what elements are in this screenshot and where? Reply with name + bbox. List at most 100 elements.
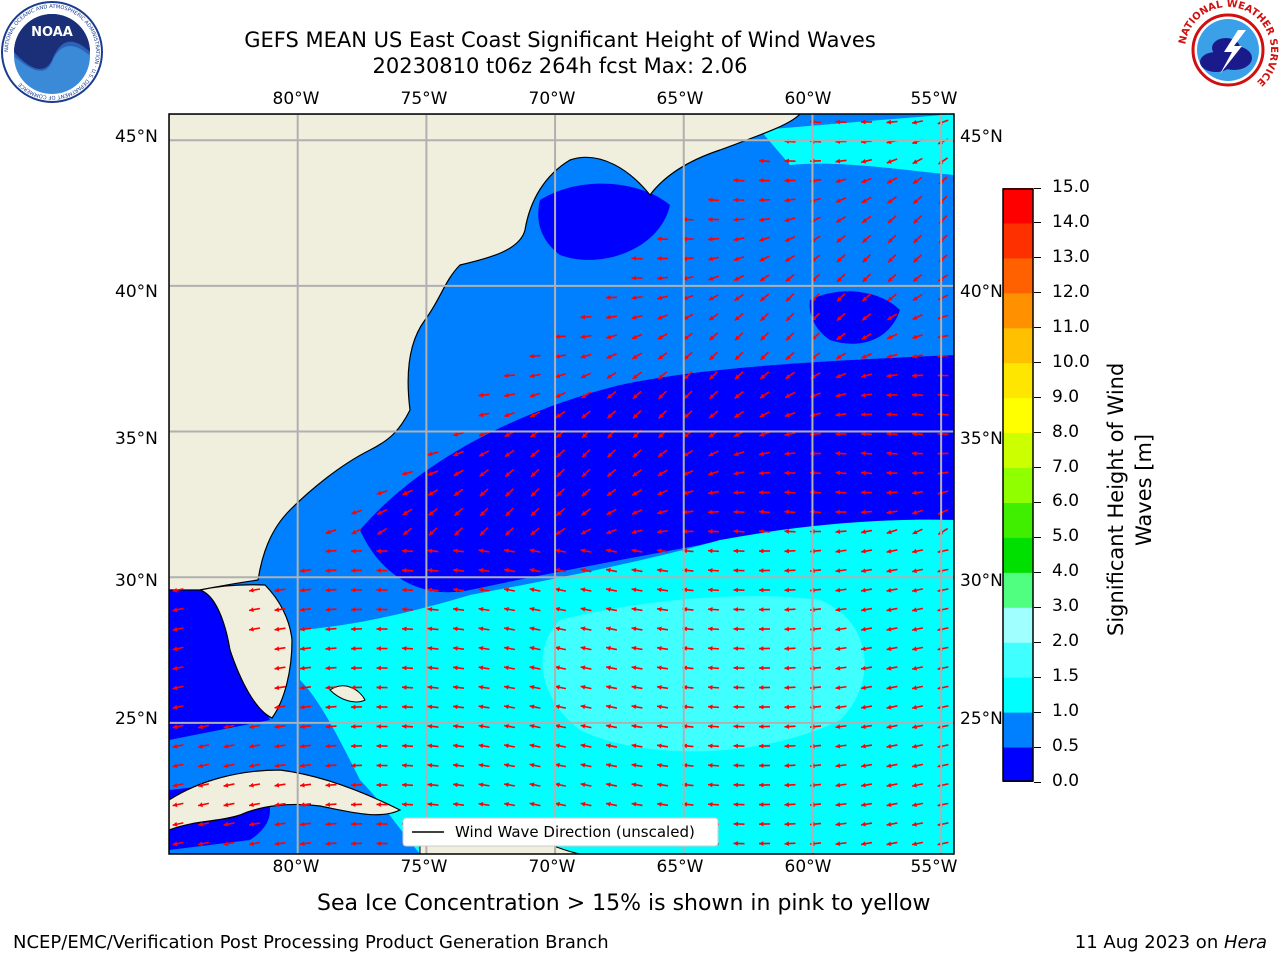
- wave-arrow: [707, 256, 720, 262]
- lat-label-left-35n: 35°N: [115, 429, 158, 449]
- colorbar-tick-mark: [1034, 676, 1041, 678]
- wave-arrow: [172, 626, 184, 632]
- wave-arrow: [759, 371, 770, 380]
- wave-arrow: [860, 802, 873, 808]
- wave-arrow: [274, 724, 286, 730]
- wave-arrow: [172, 841, 184, 847]
- wave-arrow: [554, 704, 567, 710]
- wave-arrow: [860, 529, 873, 535]
- wave-arrow: [683, 390, 693, 400]
- wave-arrow: [913, 234, 922, 244]
- wave-arrow: [656, 645, 669, 651]
- wave-arrow: [911, 353, 924, 359]
- wave-arrow: [580, 782, 592, 788]
- colorbar-frame: [1002, 188, 1034, 782]
- colorbar-tick-label: 1.0: [1052, 701, 1080, 722]
- wave-arrow: [452, 548, 465, 554]
- wave-arrow: [428, 508, 438, 516]
- wave-arrow: [707, 587, 720, 593]
- wave-arrow: [401, 685, 414, 690]
- colorbar-segment-11: [1003, 362, 1033, 399]
- wave-arrow: [734, 390, 744, 400]
- wave-arrow: [555, 449, 566, 458]
- wave-arrow: [427, 763, 439, 768]
- wave-arrow: [427, 626, 439, 632]
- wave-arrow: [784, 665, 796, 671]
- wave-arrow: [504, 449, 515, 458]
- colorbar-tick-mark: [1034, 397, 1041, 399]
- wave-arrow: [656, 509, 669, 515]
- wave-arrow: [707, 685, 720, 690]
- wave-arrow: [631, 275, 643, 281]
- wave-arrow: [734, 312, 744, 322]
- lon-label-top-75w: 75°W: [400, 89, 448, 109]
- wave-arrow: [784, 587, 796, 593]
- wave-arrow: [556, 468, 565, 478]
- wave-arrow: [631, 743, 643, 749]
- wave-arrow: [452, 431, 465, 437]
- map-gridlines: [169, 114, 954, 854]
- wave-arrow: [861, 293, 872, 302]
- colorbar-segment-0: [1003, 747, 1033, 782]
- wave-arrow: [606, 353, 617, 359]
- wave-arrow: [733, 665, 745, 671]
- wave-arrow: [299, 821, 312, 827]
- wave-arrow: [581, 410, 591, 419]
- wave-arrow: [401, 568, 414, 573]
- wave-arrow: [350, 568, 363, 573]
- wave-arrow: [172, 665, 184, 671]
- colorbar-tick-label: 14.0: [1052, 211, 1090, 232]
- wave-arrow: [657, 449, 668, 458]
- wave-arrow: [274, 821, 286, 827]
- wave-arrow: [733, 685, 745, 690]
- wave-arrow: [860, 431, 873, 437]
- wave-arrow: [503, 373, 516, 378]
- wave-arrow: [479, 469, 489, 477]
- wave-arrow: [759, 274, 770, 282]
- wave-arrow: [862, 254, 871, 263]
- wave-arrow: [733, 217, 745, 222]
- colorbar-tick-label: 6.0: [1052, 491, 1080, 512]
- wave-arrow: [580, 548, 592, 554]
- wave-arrow: [351, 528, 362, 535]
- wave-arrow: [708, 275, 719, 281]
- wave-arrow: [707, 743, 720, 749]
- wave-arrow: [325, 821, 337, 827]
- wave-arrow: [325, 704, 337, 710]
- wave-arrow: [376, 821, 388, 827]
- wave-arrow: [656, 743, 669, 749]
- wave-arrow: [529, 645, 541, 651]
- wave-arrow: [785, 332, 795, 341]
- wave-arrow: [223, 782, 235, 788]
- wave-arrow: [836, 293, 846, 302]
- wave-arrow: [401, 607, 414, 612]
- wave-arrow: [554, 606, 567, 612]
- wave-arrow: [785, 312, 795, 322]
- wave-arrow: [274, 704, 286, 710]
- wave-arrow: [708, 313, 719, 321]
- wave-arrow: [529, 801, 541, 807]
- wave-arrow: [504, 527, 515, 536]
- wave-arrow: [758, 529, 771, 534]
- wave-arrow: [860, 119, 873, 125]
- colorbar-segment-10: [1003, 397, 1033, 434]
- wave-arrow: [503, 587, 516, 593]
- wave-arrow: [911, 802, 924, 808]
- wave-arrow: [886, 490, 898, 495]
- wave-arrow: [452, 567, 465, 573]
- wave-arrow: [427, 488, 439, 497]
- colorbar-segment-16: [1003, 188, 1033, 224]
- wave-arrow: [197, 841, 210, 847]
- colorbar-tick-mark: [1034, 292, 1041, 294]
- wave-arrow: [656, 256, 669, 261]
- north-america-landmass: [169, 114, 801, 591]
- wave-arrow: [631, 333, 643, 340]
- wave-arrow: [631, 529, 643, 535]
- colorbar-tick-label: 11.0: [1052, 316, 1090, 337]
- wave-arrow: [784, 704, 796, 710]
- wave-arrow: [554, 548, 567, 554]
- wave-arrow: [350, 743, 363, 749]
- wave-arrow: [427, 607, 439, 612]
- footer-host: Hera: [1223, 932, 1267, 953]
